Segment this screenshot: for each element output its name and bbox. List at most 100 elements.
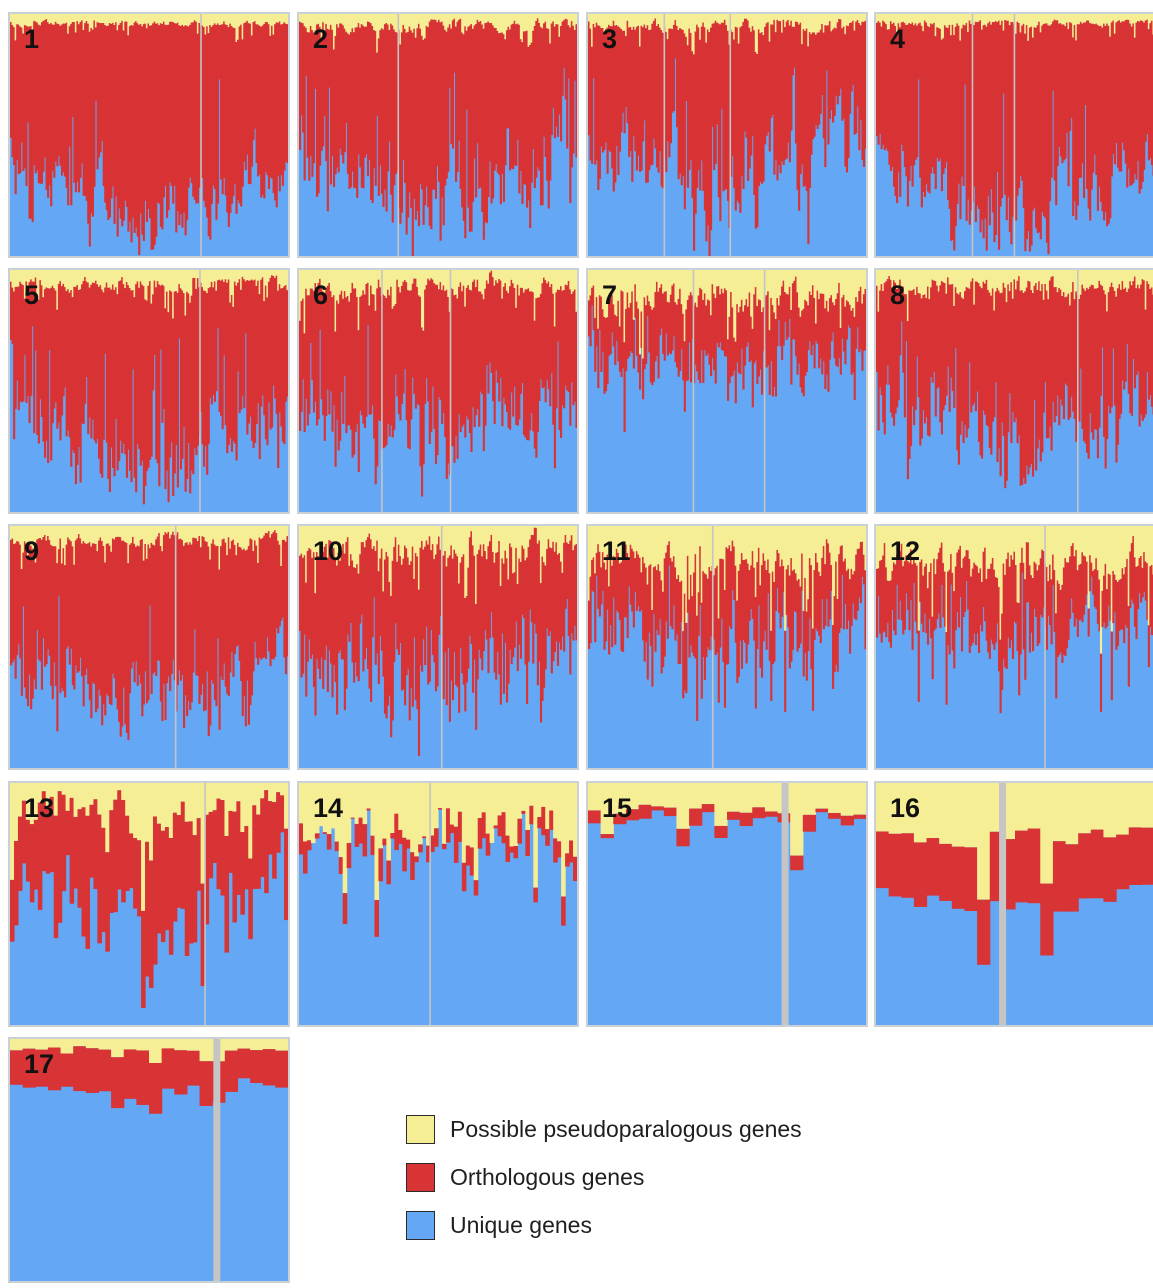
orthologous-column — [936, 285, 939, 389]
pseudoparalogous-column — [1004, 526, 1007, 575]
pseudoparalogous-column — [573, 270, 577, 290]
pseudoparalogous-column — [91, 526, 94, 544]
orthologous-column — [274, 530, 277, 657]
orthologous-column — [207, 33, 210, 237]
orthologous-column — [342, 893, 348, 925]
pseudoparalogous-column — [1007, 14, 1010, 21]
orthologous-column — [303, 26, 306, 181]
orthologous-column — [1144, 20, 1147, 142]
orthologous-column — [390, 23, 393, 195]
orthologous-column — [717, 23, 720, 198]
orthologous-column — [430, 19, 433, 230]
pseudoparalogous-column — [473, 270, 476, 280]
orthologous-column — [518, 24, 521, 194]
orthologous-column — [700, 26, 703, 161]
pseudoparalogous-column — [727, 526, 730, 549]
pseudoparalogous-column — [629, 270, 632, 303]
orthologous-column — [20, 283, 23, 403]
orthologous-column — [1024, 33, 1027, 252]
orthologous-column — [643, 563, 646, 662]
pseudoparalogous-column — [642, 270, 645, 359]
pseudoparalogous-column — [964, 783, 978, 848]
pseudoparalogous-column — [754, 270, 757, 288]
pseudoparalogous-column — [934, 526, 937, 575]
pseudoparalogous-column — [799, 14, 802, 23]
orthologous-column — [397, 287, 400, 415]
orthologous-column — [651, 309, 654, 386]
orthologous-column — [132, 290, 135, 370]
pseudoparalogous-column — [250, 1039, 264, 1051]
pseudoparalogous-column — [439, 270, 442, 283]
pseudoparalogous-column — [933, 526, 936, 559]
pseudoparalogous-column — [30, 14, 33, 27]
pseudoparalogous-column — [315, 526, 319, 553]
pseudoparalogous-column — [153, 270, 156, 281]
pseudoparalogous-column — [147, 14, 150, 24]
orthologous-column — [176, 815, 182, 908]
orthologous-column — [149, 548, 152, 606]
pseudoparalogous-column — [407, 14, 410, 32]
pseudoparalogous-column — [502, 270, 506, 287]
orthologous-column — [268, 801, 273, 855]
pseudoparalogous-column — [152, 526, 155, 545]
pseudoparalogous-column — [505, 270, 509, 291]
pseudoparalogous-column — [1076, 526, 1079, 571]
orthologous-column — [740, 299, 744, 349]
orthologous-column — [535, 527, 538, 634]
pseudoparalogous-column — [17, 783, 23, 817]
orthologous-column — [815, 553, 818, 629]
orthologous-column — [453, 295, 456, 463]
orthologous-column — [815, 808, 829, 813]
pseudoparalogous-column — [411, 270, 414, 284]
pseudoparalogous-column — [204, 526, 207, 542]
orthologous-column — [665, 291, 668, 334]
pseudoparalogous-column — [56, 270, 59, 310]
orthologous-column — [861, 21, 864, 161]
pseudoparalogous-column — [632, 14, 635, 27]
pseudoparalogous-column — [244, 270, 247, 282]
pseudoparalogous-column — [1052, 783, 1067, 842]
orthologous-column — [425, 540, 428, 627]
pseudoparalogous-column — [679, 526, 682, 583]
orthologous-column — [645, 28, 648, 183]
pseudoparalogous-column — [306, 14, 309, 33]
orthologous-column — [76, 538, 79, 673]
orthologous-column — [468, 25, 472, 232]
pseudoparalogous-column — [764, 14, 767, 27]
orthologous-column — [521, 545, 524, 615]
pseudoparalogous-column — [1024, 14, 1027, 34]
orthologous-column — [1035, 563, 1038, 617]
orthologous-column — [240, 832, 245, 915]
pseudoparalogous-column — [130, 14, 133, 26]
pseudoparalogous-column — [502, 526, 506, 564]
orthologous-column — [221, 279, 224, 430]
orthologous-column — [267, 531, 271, 652]
orthologous-column — [876, 22, 879, 137]
orthologous-column — [373, 30, 376, 169]
pseudoparalogous-column — [322, 526, 325, 552]
pseudoparalogous-column — [939, 14, 942, 29]
orthologous-column — [237, 542, 240, 645]
pseudoparalogous-column — [1061, 526, 1064, 585]
orthologous-column — [1123, 21, 1126, 151]
orthologous-column — [527, 46, 530, 201]
pseudoparalogous-column — [453, 14, 456, 19]
orthologous-column — [730, 291, 733, 377]
orthologous-column — [10, 1050, 24, 1085]
orthologous-column — [609, 298, 612, 355]
pseudoparalogous-column — [1090, 526, 1093, 563]
orthologous-column — [773, 581, 776, 662]
orthologous-column — [532, 30, 535, 149]
pseudoparalogous-column — [1101, 14, 1104, 28]
orthologous-column — [240, 547, 243, 682]
pseudoparalogous-column — [346, 270, 350, 296]
pseudoparalogous-column — [1055, 526, 1058, 614]
orthologous-column — [1033, 561, 1036, 609]
orthologous-column — [859, 25, 862, 121]
pseudoparalogous-column — [597, 526, 600, 545]
orthologous-column — [308, 295, 311, 414]
orthologous-column — [754, 597, 757, 709]
orthologous-column — [345, 297, 348, 434]
pseudoparalogous-column — [274, 526, 277, 531]
orthologous-column — [960, 28, 964, 177]
